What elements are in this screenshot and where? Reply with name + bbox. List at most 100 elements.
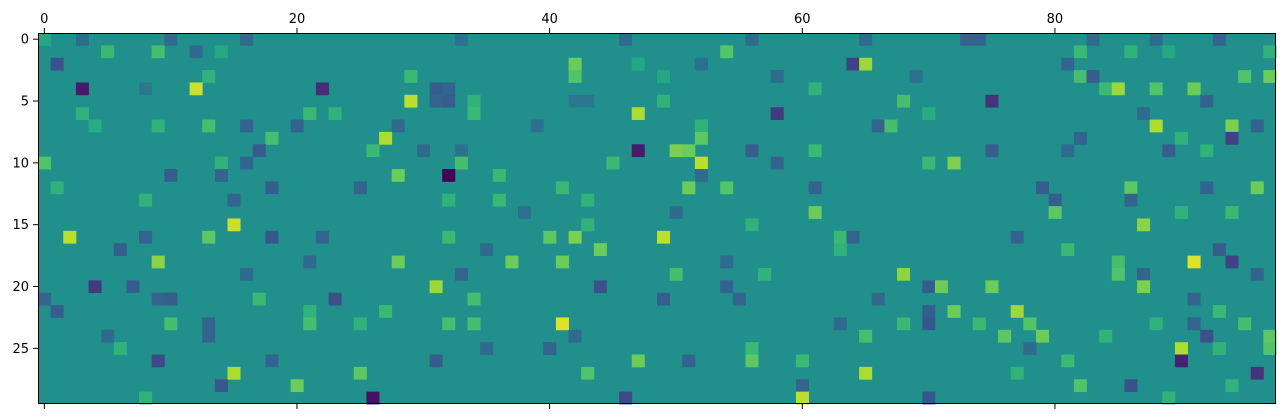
- x-axis: 0 20 40 60 80: [40, 12, 1063, 409]
- heatmap-cell: [808, 82, 822, 96]
- heatmap-cell: [972, 33, 986, 46]
- heatmap-cell: [1073, 379, 1087, 393]
- heatmap-cell: [1111, 255, 1125, 269]
- heatmap-cell: [467, 317, 481, 331]
- heatmap-cell: [63, 230, 77, 244]
- heatmap-cell: [1035, 181, 1050, 195]
- heatmap-cell: [1099, 82, 1113, 96]
- heatmap-cell: [454, 267, 468, 281]
- heatmap-cell: [1225, 255, 1239, 269]
- heatmap-cell: [214, 45, 228, 59]
- heatmap-cell: [1250, 181, 1264, 195]
- heatmap-cell: [1225, 206, 1239, 219]
- heatmap-cell: [1023, 342, 1037, 355]
- heatmap-cell: [1187, 255, 1201, 269]
- heatmap-cell: [859, 57, 873, 71]
- heatmap-cell: [859, 329, 873, 343]
- heatmap-cell: [1048, 206, 1062, 219]
- heatmap-cell: [518, 206, 532, 219]
- heatmap-cell: [113, 342, 127, 355]
- heatmap-cell: [631, 57, 645, 71]
- heatmap-cell: [50, 181, 64, 195]
- heatmap-cell: [720, 45, 734, 59]
- heatmap-cell: [1073, 131, 1087, 145]
- heatmap-cell: [454, 156, 468, 170]
- heatmap-cell: [151, 292, 165, 306]
- heatmap-cell: [657, 292, 671, 306]
- heatmap-cell: [581, 193, 595, 207]
- heatmap-cell: [328, 107, 342, 120]
- heatmap-cell: [429, 354, 443, 368]
- heatmap-cell: [985, 280, 999, 294]
- heatmap-cell: [897, 317, 911, 331]
- heatmap-cell: [922, 156, 936, 170]
- heatmap-cell: [897, 94, 911, 108]
- heatmap-cell: [1174, 342, 1188, 355]
- heatmap-cell: [922, 305, 936, 318]
- heatmap-cell: [1250, 366, 1264, 380]
- heatmap-cell: [1073, 45, 1087, 59]
- heatmap-cells: [38, 33, 1277, 405]
- heatmap-cell: [694, 57, 708, 71]
- heatmap-cell: [1137, 107, 1151, 120]
- heatmap-cell: [442, 94, 456, 108]
- heatmap-cell: [240, 119, 254, 133]
- heatmap-cell: [164, 33, 178, 46]
- heatmap-cell: [442, 230, 456, 244]
- heatmap-cell: [1225, 379, 1239, 393]
- heatmap-cell: [480, 243, 494, 256]
- heatmap-cell: [189, 45, 203, 59]
- heatmap-cell: [720, 255, 734, 269]
- heatmap-cell: [454, 144, 468, 158]
- heatmap-cell: [1187, 317, 1201, 331]
- heatmap-cell: [290, 379, 304, 393]
- heatmap-cell: [972, 317, 986, 331]
- heatmap-cell: [442, 82, 456, 96]
- heatmap-cell: [657, 70, 671, 83]
- heatmap-cell: [947, 305, 961, 318]
- heatmap-cell: [985, 94, 999, 108]
- heatmap-cell: [416, 144, 431, 158]
- heatmap-cell: [581, 366, 595, 380]
- heatmap-cell: [795, 379, 809, 393]
- heatmap-cell: [1111, 82, 1125, 96]
- heatmap-cell: [682, 144, 696, 158]
- heatmap-cell: [202, 317, 216, 331]
- heatmap-cell: [770, 156, 784, 170]
- heatmap-cell: [353, 317, 367, 331]
- heatmap-cell: [669, 267, 683, 281]
- heatmap-cell: [38, 156, 52, 170]
- heatmap-cell: [555, 255, 569, 269]
- heatmap-cell: [404, 94, 418, 108]
- heatmap-cell: [859, 33, 873, 46]
- heatmap-cell: [619, 33, 633, 46]
- heatmap-cell: [391, 119, 405, 133]
- heatmap-cell: [88, 119, 102, 133]
- heatmap-cell: [606, 156, 620, 170]
- heatmap-cell: [833, 317, 847, 331]
- heatmap-cell: [745, 144, 759, 158]
- heatmap-cell: [1010, 366, 1024, 380]
- heatmap-cell: [164, 169, 178, 182]
- heatmap-cell: [922, 317, 936, 331]
- heatmap-cell: [720, 181, 734, 195]
- heatmap-cell: [353, 366, 367, 380]
- heatmap-cell: [1111, 267, 1125, 281]
- heatmap-cell: [50, 57, 64, 71]
- heatmap-cell: [985, 144, 999, 158]
- heatmap-cell: [947, 156, 961, 170]
- heatmap-cell: [631, 144, 645, 158]
- heatmap-cell: [467, 107, 481, 120]
- x-tick-label: 40: [541, 12, 558, 27]
- heatmap-cell: [240, 33, 254, 46]
- heatmap-cell: [1263, 329, 1277, 343]
- heatmap-cell: [454, 33, 468, 46]
- heatmap-cell: [315, 82, 329, 96]
- heatmap-cell: [581, 94, 595, 108]
- heatmap-cell: [1238, 70, 1252, 83]
- heatmap-cell: [934, 280, 948, 294]
- heatmap-cell: [568, 57, 582, 71]
- heatmap-cell: [1250, 119, 1264, 133]
- heatmap-cell: [833, 243, 847, 256]
- heatmap-cell: [101, 329, 115, 343]
